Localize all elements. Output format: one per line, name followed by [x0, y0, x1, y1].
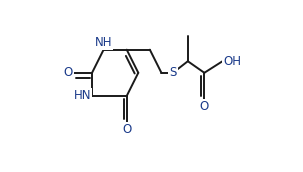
Text: O: O: [200, 100, 209, 113]
Text: S: S: [169, 66, 177, 79]
Text: HN: HN: [74, 89, 91, 102]
Text: NH: NH: [95, 36, 112, 49]
Text: O: O: [64, 66, 73, 79]
Text: OH: OH: [223, 55, 241, 68]
Text: O: O: [122, 123, 132, 136]
